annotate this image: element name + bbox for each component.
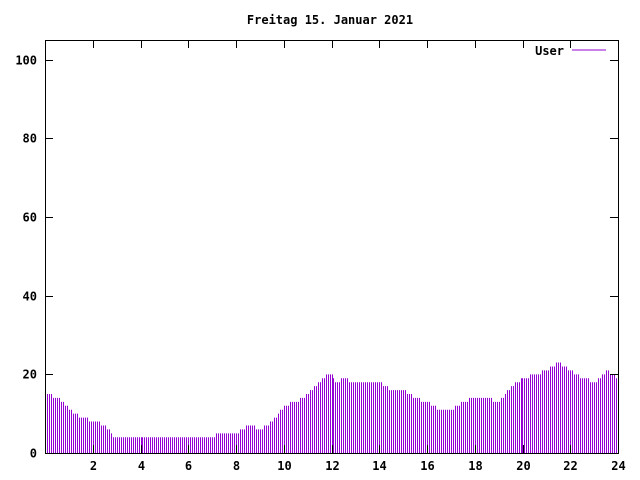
y-tick-label: 100 — [15, 54, 37, 68]
x-tick-label: 16 — [420, 459, 434, 473]
x-tick-label: 22 — [563, 459, 577, 473]
y-tick-label: 60 — [23, 211, 37, 225]
x-tick-label: 24 — [611, 459, 625, 473]
chart-title: Freitag 15. Januar 2021 — [247, 13, 413, 27]
x-tick-label: 8 — [233, 459, 240, 473]
x-tick-label: 4 — [138, 459, 145, 473]
y-tick-label: 40 — [23, 290, 37, 304]
y-tick-label: 80 — [23, 132, 37, 146]
x-tick-label: 12 — [325, 459, 339, 473]
legend-label: User — [535, 44, 564, 58]
x-tick-label: 6 — [185, 459, 192, 473]
x-tick-label: 2 — [90, 459, 97, 473]
x-tick-label: 20 — [516, 459, 530, 473]
x-tick-label: 14 — [372, 459, 386, 473]
y-tick-label: 20 — [23, 368, 37, 382]
y-tick-label: 0 — [30, 447, 37, 461]
bar-series — [45, 362, 619, 453]
x-tick-label: 10 — [277, 459, 291, 473]
x-tick-label: 18 — [468, 459, 482, 473]
legend: User — [535, 44, 606, 58]
